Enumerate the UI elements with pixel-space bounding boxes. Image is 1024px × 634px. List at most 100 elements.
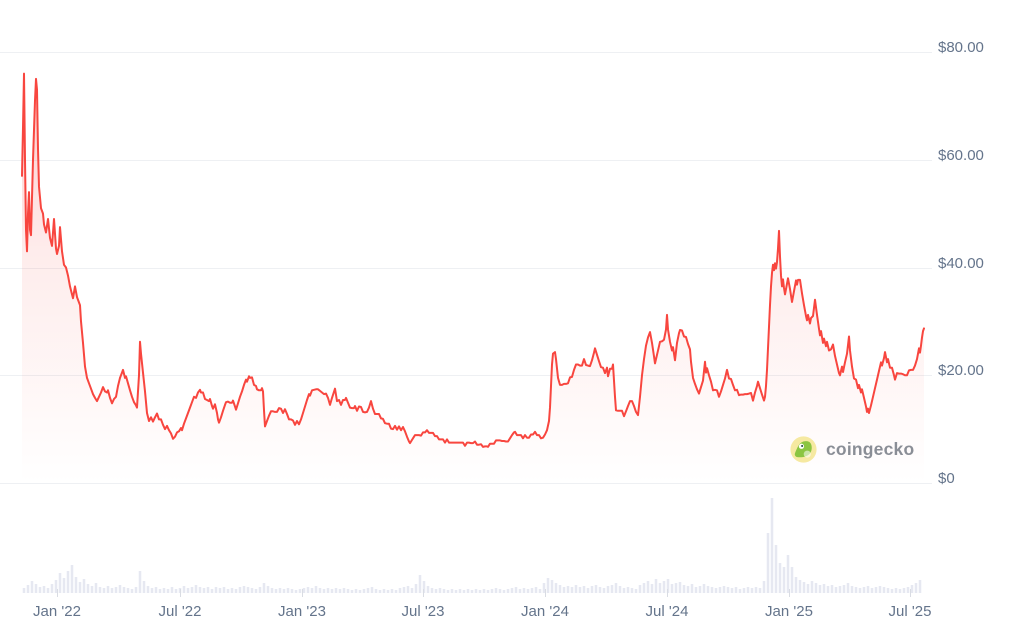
volume-bar	[238, 587, 242, 593]
volume-bar	[770, 498, 774, 593]
volume-bar	[286, 588, 290, 593]
volume-bar	[590, 586, 594, 593]
volume-bar	[218, 588, 222, 593]
volume-bar	[478, 590, 482, 593]
volume-bar	[114, 587, 118, 593]
volume-bar	[314, 586, 318, 593]
volume-bar	[362, 589, 366, 593]
volume-bar	[486, 590, 490, 593]
volume-bar	[850, 586, 854, 593]
volume-bar	[514, 587, 518, 593]
volume-bar	[846, 583, 850, 593]
volume-bar	[322, 589, 326, 593]
volume-bar	[710, 587, 714, 593]
volume-bar	[898, 589, 902, 593]
volume-bar	[94, 583, 98, 593]
volume-bar	[222, 587, 226, 593]
volume-bar	[382, 589, 386, 593]
volume-bar	[594, 585, 598, 593]
volume-bar	[858, 588, 862, 593]
volume-bar	[890, 589, 894, 593]
volume-bar	[302, 588, 306, 593]
volume-bar	[146, 586, 150, 593]
volume-bar	[582, 586, 586, 593]
volume-bar	[910, 585, 914, 593]
volume-bar	[242, 586, 246, 593]
volume-bar	[622, 588, 626, 593]
volume-bar	[122, 587, 126, 593]
volume-bar	[154, 587, 158, 593]
x-axis-labels: Jan '22 Jul '22 Jan '23 Jul '23 Jan '24 Jul '…	[33, 603, 931, 620]
volume-bar	[734, 587, 738, 593]
volume-bar	[830, 585, 834, 593]
volume-bar	[182, 586, 186, 593]
volume-bar	[262, 583, 266, 593]
volume-bar	[738, 589, 742, 593]
volume-bar	[326, 588, 330, 593]
volume-bar	[454, 590, 458, 593]
volume-bar	[130, 589, 134, 593]
volume-bar	[618, 586, 622, 593]
volume-bar	[254, 589, 258, 593]
volume-bar	[422, 581, 426, 593]
volume-bar	[790, 567, 794, 593]
volume-bar	[906, 587, 910, 593]
volume-bar	[66, 571, 70, 593]
volume-bar	[138, 571, 142, 593]
volume-bar	[318, 588, 322, 593]
volume-bar	[502, 590, 506, 593]
volume-bar	[346, 589, 350, 593]
volume-bar	[702, 584, 706, 593]
volume-bar	[462, 590, 466, 593]
y-axis-label: $80.00	[938, 39, 984, 56]
volume-bar	[674, 583, 678, 593]
volume-bar	[690, 584, 694, 593]
volume-bar	[870, 588, 874, 593]
volume-bar	[902, 588, 906, 593]
volume-bar	[270, 588, 274, 593]
volume-bar	[918, 580, 922, 593]
volume-bar	[38, 587, 42, 593]
volume-bar	[794, 577, 798, 593]
volume-bar	[482, 589, 486, 593]
volume-bar	[718, 587, 722, 593]
volume-bar	[378, 590, 382, 593]
volume-bar	[58, 573, 62, 593]
x-axis-label: Jul '22	[159, 603, 202, 620]
x-axis-label: Jan '24	[521, 603, 569, 620]
volume-bar	[306, 587, 310, 593]
volume-bar	[142, 581, 146, 593]
volume-bar	[886, 588, 890, 593]
volume-bar	[786, 555, 790, 593]
volume-bar	[22, 588, 26, 593]
volume-bar	[102, 588, 106, 593]
volume-bar	[170, 587, 174, 593]
volume-bar	[470, 590, 474, 593]
volume-bar	[862, 587, 866, 593]
volume-bar	[726, 587, 730, 593]
volume-bar	[78, 582, 82, 593]
volume-bar	[350, 590, 354, 593]
y-axis-label: $0	[938, 470, 955, 487]
volume-bar	[566, 586, 570, 593]
volume-bar	[158, 589, 162, 593]
volume-bar	[414, 584, 418, 593]
volume-bar	[106, 586, 110, 593]
volume-bar	[530, 588, 534, 593]
volume-bar	[578, 587, 582, 593]
volume-bar	[894, 588, 898, 593]
volume-bar	[234, 589, 238, 593]
volume-bar	[606, 586, 610, 593]
y-axis-label: $40.00	[938, 255, 984, 272]
y-axis-label: $20.00	[938, 362, 984, 379]
volume-bar	[838, 586, 842, 593]
volume-bar	[706, 586, 710, 593]
volume-bar	[646, 581, 650, 593]
volume-bar	[650, 584, 654, 593]
volume-bar	[798, 580, 802, 593]
volume-bar	[34, 584, 38, 593]
volume-bar	[250, 588, 254, 593]
volume-bar	[150, 588, 154, 593]
volume-bar	[638, 585, 642, 593]
